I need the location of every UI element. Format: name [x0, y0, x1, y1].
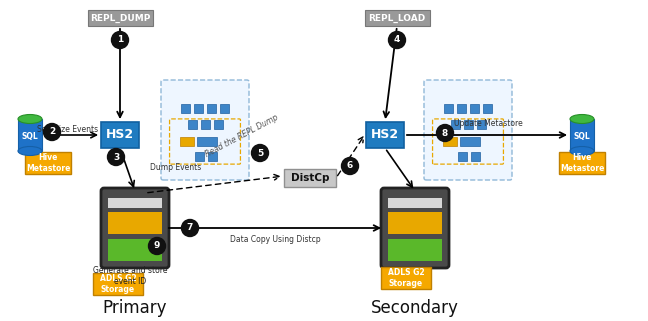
Bar [220, 104, 229, 113]
Bar [101, 122, 139, 148]
Circle shape [148, 238, 165, 255]
Bar [197, 137, 217, 146]
Circle shape [181, 220, 198, 237]
Bar [194, 152, 203, 161]
FancyBboxPatch shape [424, 80, 512, 180]
Bar [180, 137, 194, 146]
Text: SQL: SQL [573, 133, 590, 142]
Text: ADLS G2
Storage: ADLS G2 Storage [100, 274, 136, 294]
Text: 7: 7 [187, 223, 193, 232]
Bar [200, 120, 209, 129]
Text: 4: 4 [394, 36, 400, 45]
Bar [18, 119, 42, 151]
Circle shape [437, 125, 454, 142]
Text: HS2: HS2 [106, 128, 134, 142]
Ellipse shape [570, 115, 594, 124]
Text: ADLS G2
Storage: ADLS G2 Storage [388, 268, 424, 288]
Bar [483, 104, 492, 113]
Text: Dump Events: Dump Events [150, 162, 202, 171]
Bar [443, 137, 457, 146]
Text: SQL: SQL [21, 133, 38, 142]
Ellipse shape [18, 115, 42, 124]
FancyBboxPatch shape [101, 188, 169, 268]
Ellipse shape [18, 146, 42, 155]
Bar [87, 10, 152, 26]
Bar [207, 152, 216, 161]
Text: 2: 2 [49, 127, 55, 136]
Bar [108, 212, 162, 234]
Text: REPL_DUMP: REPL_DUMP [90, 13, 150, 22]
Text: Data Copy Using Distcp: Data Copy Using Distcp [229, 236, 320, 245]
Circle shape [389, 31, 406, 48]
Bar [25, 152, 71, 174]
Circle shape [43, 124, 60, 141]
Bar [93, 273, 143, 295]
Text: HS2: HS2 [371, 128, 399, 142]
Text: 5: 5 [257, 149, 263, 158]
Text: Secondary: Secondary [371, 299, 459, 317]
Ellipse shape [570, 146, 594, 155]
Bar [470, 152, 480, 161]
Text: Update Metastore: Update Metastore [454, 118, 523, 127]
FancyBboxPatch shape [381, 188, 449, 268]
Bar [457, 104, 466, 113]
Text: 3: 3 [113, 152, 119, 161]
Bar [108, 198, 162, 208]
FancyBboxPatch shape [161, 80, 249, 180]
Bar [463, 120, 472, 129]
Bar [108, 239, 162, 261]
Text: Hive
Metastore: Hive Metastore [26, 153, 70, 173]
Text: 9: 9 [154, 241, 160, 250]
Bar [284, 169, 336, 187]
Bar [207, 104, 216, 113]
Bar [470, 104, 479, 113]
Circle shape [111, 31, 128, 48]
Bar [460, 137, 480, 146]
Text: 1: 1 [117, 36, 123, 45]
Circle shape [341, 158, 358, 175]
Bar [181, 104, 190, 113]
Bar [364, 10, 430, 26]
Bar [213, 120, 222, 129]
Bar [476, 120, 485, 129]
Text: Serialize Events: Serialize Events [38, 125, 98, 134]
Bar [388, 212, 442, 234]
Bar [450, 120, 459, 129]
Text: Generate and store
event ID: Generate and store event ID [93, 266, 167, 286]
Circle shape [108, 149, 124, 166]
Bar [388, 239, 442, 261]
Bar [187, 120, 196, 129]
Bar [570, 119, 594, 151]
Bar [444, 104, 453, 113]
Bar [366, 122, 404, 148]
Text: Read the REPL Dump: Read the REPL Dump [204, 113, 280, 159]
Bar [381, 267, 431, 289]
Bar [194, 104, 203, 113]
Text: Hive
Metastore: Hive Metastore [560, 153, 604, 173]
Bar [457, 152, 467, 161]
Text: 6: 6 [347, 161, 353, 170]
Text: 8: 8 [442, 128, 448, 137]
Text: DistCp: DistCp [291, 173, 329, 183]
Bar [388, 198, 442, 208]
Text: REPL_LOAD: REPL_LOAD [368, 13, 426, 22]
Circle shape [251, 144, 268, 161]
Bar [559, 152, 605, 174]
Text: Primary: Primary [103, 299, 167, 317]
